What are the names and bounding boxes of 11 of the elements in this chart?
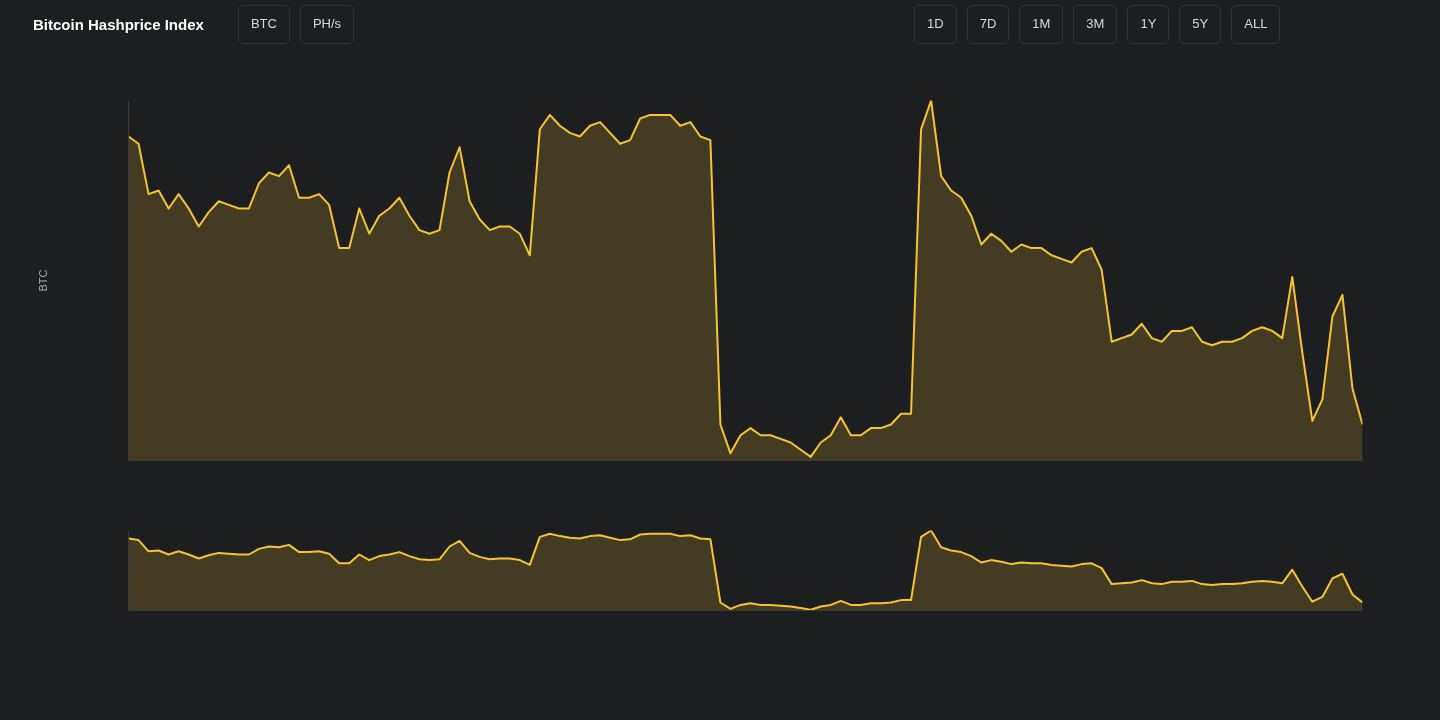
text: 1M [1019, 5, 1064, 44]
text: 7D [966, 5, 1010, 44]
text: 3M [1073, 5, 1118, 44]
text: 5Y [1179, 5, 1222, 44]
text: BTC [237, 5, 290, 44]
text: 1Y [1127, 5, 1170, 44]
text: 1D [914, 5, 957, 44]
chart-title: Bitcoin Hashprice Index [33, 14, 204, 35]
text: PH/s [299, 5, 355, 44]
text: ALL [1231, 5, 1281, 44]
y-axis-title: BTC [36, 269, 49, 292]
